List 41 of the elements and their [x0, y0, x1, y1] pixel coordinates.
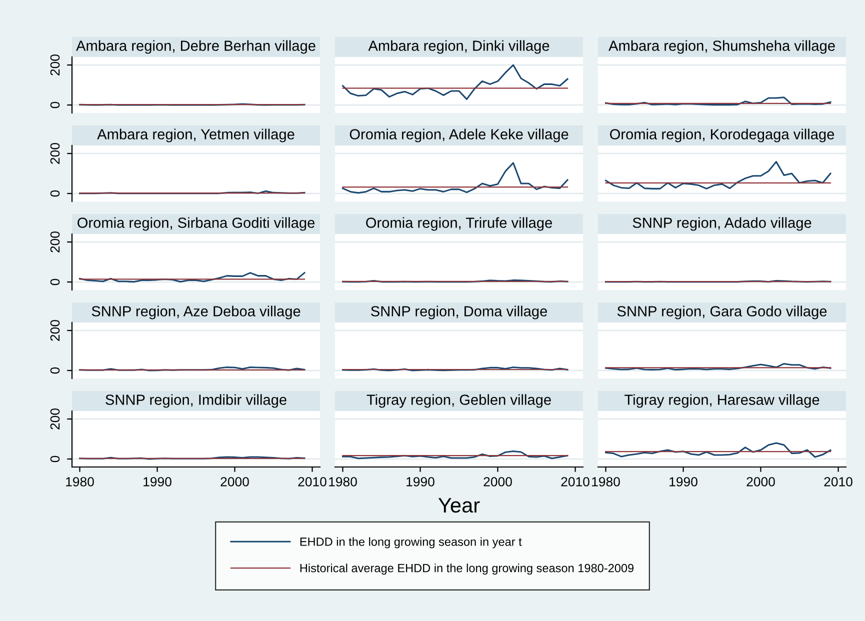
x-tick-label: 1980 — [592, 477, 620, 486]
x-tick-label: 1980 — [329, 477, 357, 486]
x-tick-label: 1990 — [144, 477, 172, 486]
legend-label: Historical average EHDD in the long growing season 1980-2009 — [300, 564, 634, 575]
x-tick-label: 2000 — [746, 477, 775, 486]
y-tick-label: 0 — [50, 456, 60, 462]
y-tick-label: 0 — [50, 278, 60, 286]
line-series — [78, 272, 306, 283]
chart-title: Ambara region, Yetmen village — [97, 128, 294, 142]
chart-title: Oromia region, Korodegaga village — [610, 128, 834, 142]
legend-label: EHDD in the long growing season in year t — [300, 537, 522, 548]
x-tick-label: 1990 — [406, 477, 434, 486]
x-tick-label: 2010 — [561, 477, 590, 486]
y-tick-label: 200 — [50, 320, 60, 341]
chart-title: Ambara region, Dinki village — [368, 40, 550, 54]
chart-title: SNNP region, Adado village — [632, 217, 812, 231]
chart-title: SNNP region, Doma village — [371, 306, 547, 320]
x-tick-label: 1990 — [670, 477, 698, 486]
x-tick-label: 2000 — [220, 477, 249, 486]
chart-title: Oromia region, Sirbana Goditi village — [78, 217, 315, 231]
chart-title: Oromia region, Trirufe village — [366, 217, 552, 231]
x-axis-title: Year — [438, 498, 480, 513]
chart-title: Oromia region, Adele Keke village — [350, 128, 568, 142]
chart-title: SNNP region, Imdibir village — [106, 394, 286, 408]
chart-title: SNNP region, Gara Godo village — [617, 306, 827, 320]
x-tick-label: 1980 — [66, 477, 94, 486]
chart-title: Tigray region, Haresaw village — [624, 394, 820, 408]
y-tick-label: 0 — [50, 102, 60, 108]
y-tick-label: 200 — [50, 54, 60, 76]
y-tick-label: 200 — [50, 232, 60, 252]
x-tick-label: 2010 — [824, 477, 852, 486]
chart-title: Ambara region, Debre Berhan village — [76, 40, 316, 54]
x-tick-label: 2000 — [484, 477, 512, 486]
chart-title: SNNP region, Aze Deboa village — [92, 306, 300, 320]
chart-title: Tigray region, Geblen village — [366, 394, 551, 408]
y-tick-label: 200 — [50, 408, 60, 430]
x-tick-label: 2010 — [298, 477, 326, 486]
chart-title: Ambara region, Shumsheha village — [608, 40, 835, 54]
y-tick-label: 200 — [50, 143, 60, 164]
y-tick-label: 0 — [50, 190, 60, 197]
y-tick-label: 0 — [50, 367, 60, 374]
